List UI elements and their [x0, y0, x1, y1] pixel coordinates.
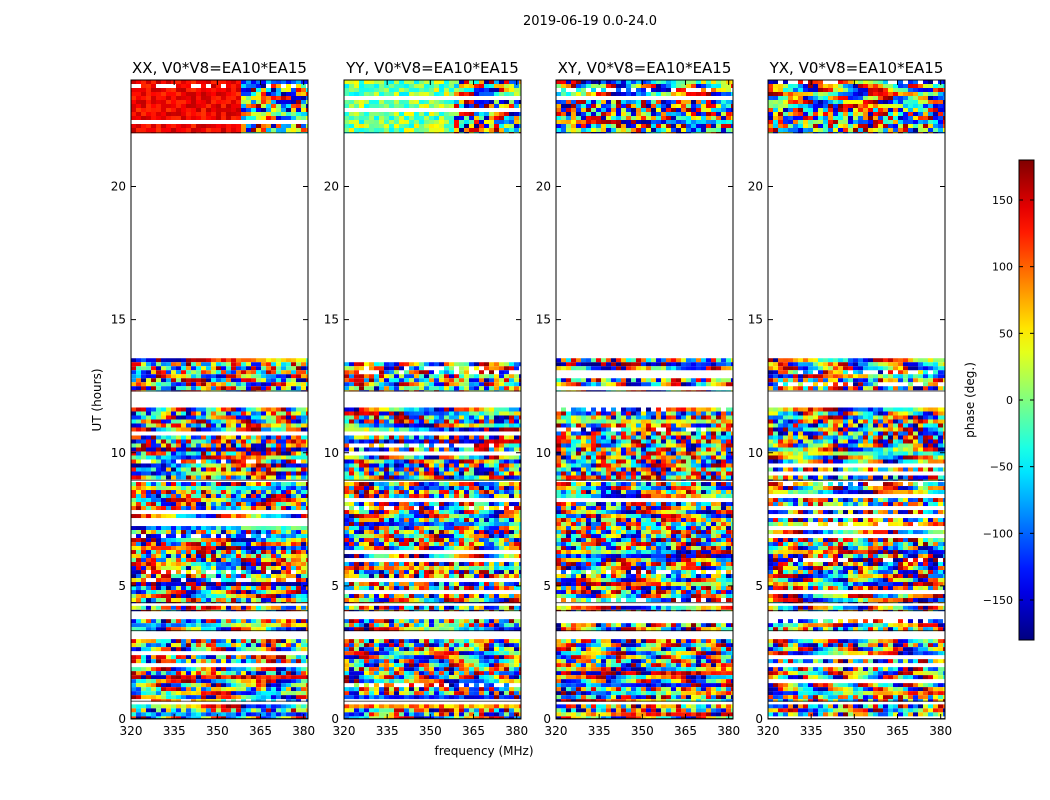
y-tick-label: 5	[755, 579, 763, 593]
panel-title: XY, V0*V8=EA10*EA15	[558, 59, 732, 77]
y-tick-label: 0	[755, 712, 763, 726]
colorbar-label: phase (deg.)	[963, 362, 977, 438]
data-band	[131, 704, 308, 719]
data-band	[768, 358, 945, 392]
x-tick-label: 380	[505, 724, 528, 738]
colorbar-tick-label: −150	[983, 594, 1013, 607]
y-tick-label: 15	[536, 313, 551, 327]
x-tick-label: 320	[757, 724, 780, 738]
data-band	[131, 482, 308, 604]
x-tick-label: 380	[717, 724, 740, 738]
heatmap-cells-xx	[131, 80, 308, 719]
x-tick-label: 320	[333, 724, 356, 738]
data-band	[131, 407, 308, 481]
y-tick-label: 0	[118, 712, 126, 726]
colorbar-tick-label: 150	[992, 194, 1013, 207]
data-band	[344, 362, 521, 392]
y-axis-label: UT (hours)	[90, 368, 104, 431]
y-tick-label: 10	[748, 446, 763, 460]
y-tick-label: 15	[111, 313, 126, 327]
colorbar-tick-label: 100	[992, 261, 1013, 274]
colorbar-tick-label: −100	[983, 527, 1013, 540]
data-band	[556, 358, 733, 392]
panel-title: XX, V0*V8=EA10*EA15	[132, 59, 307, 77]
y-tick-label: 0	[543, 712, 551, 726]
data-band	[344, 80, 521, 134]
axes-frame	[555, 79, 734, 720]
data-band	[131, 605, 308, 612]
data-band	[131, 358, 308, 392]
data-band	[556, 605, 733, 612]
y-tick-label: 20	[536, 180, 551, 194]
x-tick-label: 335	[163, 724, 186, 738]
colorbar-tick-label: 50	[999, 327, 1013, 340]
x-tick-label: 380	[292, 724, 315, 738]
data-band	[768, 639, 945, 702]
axes-frame	[767, 79, 946, 720]
data-band	[556, 623, 733, 632]
panel-title: YY, V0*V8=EA10*EA15	[345, 59, 519, 77]
data-band	[768, 605, 945, 612]
data-band	[556, 482, 733, 604]
data-band	[131, 619, 308, 632]
data-band	[768, 482, 945, 604]
x-axis-label: frequency (MHz)	[434, 744, 533, 758]
data-band	[768, 704, 945, 719]
y-tick-label: 15	[748, 313, 763, 327]
heatmap-cells-yx	[768, 80, 945, 719]
data-band	[344, 619, 521, 632]
figure-title: 2019-06-19 0.0-24.0	[523, 14, 657, 29]
x-tick-label: 335	[588, 724, 611, 738]
axes-frame	[130, 79, 309, 720]
x-tick-label: 365	[886, 724, 909, 738]
axes-frame	[343, 79, 522, 720]
data-band	[556, 704, 733, 719]
data-band	[768, 407, 945, 481]
x-tick-label: 335	[376, 724, 399, 738]
colorbar-tick-label: −50	[990, 461, 1013, 474]
data-band	[344, 639, 521, 702]
data-band	[556, 80, 733, 134]
data-band	[556, 639, 733, 702]
data-band	[344, 482, 521, 604]
y-tick-label: 10	[111, 446, 126, 460]
x-tick-label: 335	[800, 724, 823, 738]
panel-title: YX, V0*V8=EA10*EA15	[769, 59, 944, 77]
y-tick-label: 5	[331, 579, 339, 593]
y-tick-label: 20	[748, 180, 763, 194]
y-tick-label: 20	[324, 180, 339, 194]
heatmap-cells-yy	[344, 80, 521, 719]
data-band	[131, 639, 308, 702]
data-band	[344, 605, 521, 612]
y-tick-label: 5	[118, 579, 126, 593]
x-tick-label: 380	[929, 724, 952, 738]
x-tick-label: 320	[545, 724, 568, 738]
x-tick-label: 350	[843, 724, 866, 738]
x-tick-label: 365	[462, 724, 485, 738]
x-tick-label: 365	[674, 724, 697, 738]
data-band	[768, 80, 945, 134]
data-band	[556, 407, 733, 481]
heatmap-cells-xy	[556, 80, 733, 719]
y-tick-label: 20	[111, 180, 126, 194]
data-band	[131, 80, 308, 134]
y-tick-label: 5	[543, 579, 551, 593]
x-tick-label: 350	[206, 724, 229, 738]
y-tick-label: 10	[324, 446, 339, 460]
data-band	[344, 407, 521, 481]
x-tick-label: 350	[631, 724, 654, 738]
x-tick-label: 350	[419, 724, 442, 738]
data-band	[344, 704, 521, 719]
x-tick-label: 365	[249, 724, 272, 738]
y-tick-label: 0	[331, 712, 339, 726]
y-tick-label: 10	[536, 446, 551, 460]
y-tick-label: 15	[324, 313, 339, 327]
data-band	[768, 619, 945, 632]
x-tick-label: 320	[120, 724, 143, 738]
colorbar-tick-label: 0	[1006, 394, 1013, 407]
